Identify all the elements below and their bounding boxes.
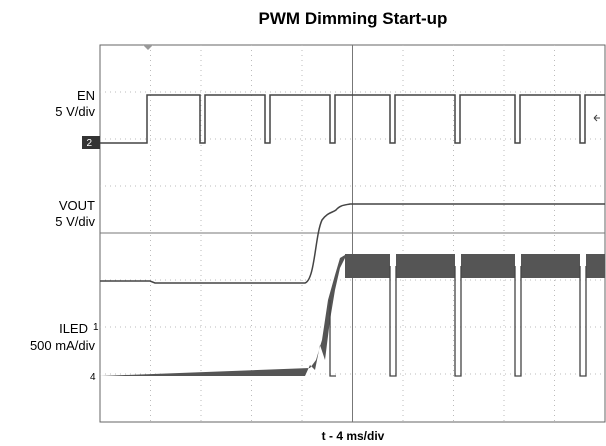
x-label: t - 4 ms/div bbox=[322, 429, 385, 443]
channel-scale: 5 V/div bbox=[55, 214, 95, 229]
channel-marker: 1 bbox=[93, 322, 99, 333]
channel-marker: 2 bbox=[86, 138, 92, 149]
trigger-marker bbox=[143, 45, 153, 50]
en-trace bbox=[100, 94, 605, 144]
channel-name: EN bbox=[77, 88, 95, 103]
vout-trace bbox=[100, 203, 605, 284]
channel-marker: 4 bbox=[90, 372, 96, 383]
marker-box bbox=[82, 136, 100, 149]
channel-name: ILED bbox=[59, 321, 88, 336]
channel-scale: 5 V/div bbox=[55, 104, 95, 119]
iled-band bbox=[345, 254, 605, 278]
channel-scale: 500 mA/div bbox=[30, 338, 96, 353]
title: PWM Dimming Start-up bbox=[259, 9, 448, 28]
iled-dips bbox=[329, 266, 587, 377]
channel-name: VOUT bbox=[59, 198, 95, 213]
trigger-level-arrow bbox=[593, 114, 600, 122]
